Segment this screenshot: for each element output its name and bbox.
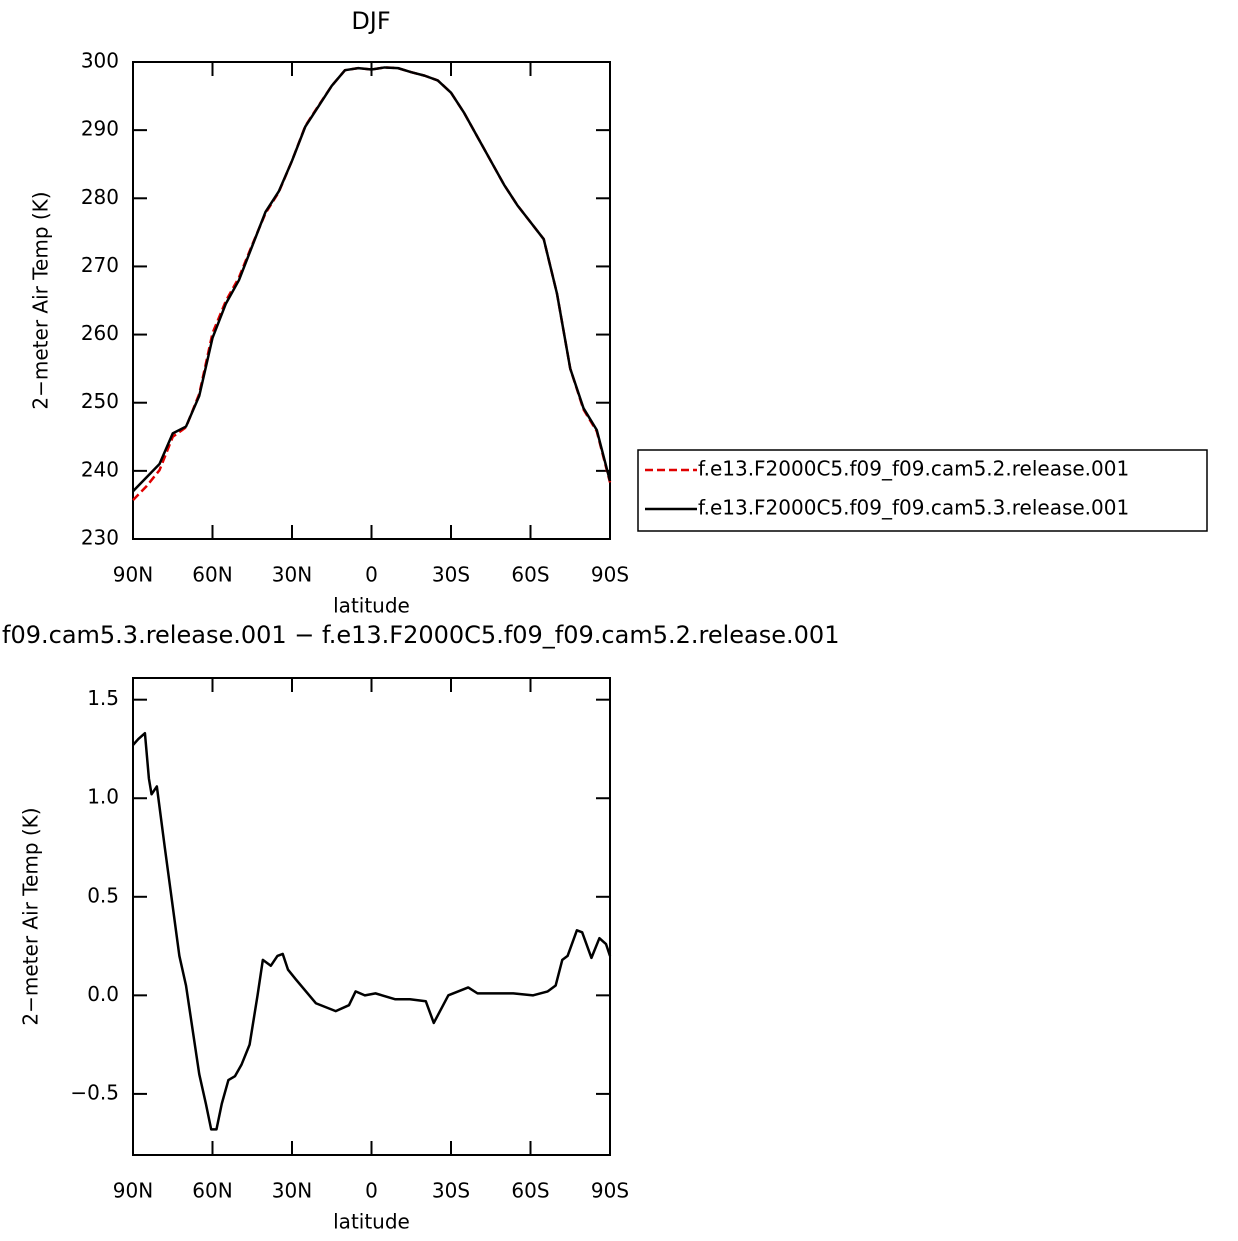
x-tick-label: 30S bbox=[432, 563, 470, 587]
y-tick-label: 230 bbox=[81, 526, 119, 550]
y-tick-label: 0.5 bbox=[87, 883, 119, 907]
x-tick-label: 90N bbox=[113, 1179, 153, 1203]
x-tick-label: 0 bbox=[365, 563, 378, 587]
legend-box bbox=[637, 449, 1208, 532]
plot-frame bbox=[132, 677, 611, 1156]
y-tick-label: 0.0 bbox=[87, 982, 119, 1006]
plot-frame bbox=[132, 61, 611, 540]
y-tick-label: 280 bbox=[81, 185, 119, 209]
y-axis-label: 2−meter Air Temp (K) bbox=[29, 191, 53, 409]
x-tick-label: 60S bbox=[511, 1179, 549, 1203]
legend-label: f.e13.F2000C5.f09_f09.cam5.2.release.001 bbox=[698, 457, 1129, 481]
x-tick-label: 30S bbox=[432, 1179, 470, 1203]
x-tick-label: 60S bbox=[511, 563, 549, 587]
data-line bbox=[132, 731, 612, 1131]
y-tick-label: 260 bbox=[81, 321, 119, 345]
x-tick-label: 30N bbox=[272, 563, 312, 587]
x-tick-label: 60N bbox=[192, 1179, 232, 1203]
y-tick-label: 300 bbox=[81, 49, 119, 73]
chart-title: DJF bbox=[351, 7, 390, 35]
y-tick-label: 1.0 bbox=[87, 785, 119, 809]
y-tick-label: 290 bbox=[81, 117, 119, 141]
x-tick-label: 90S bbox=[591, 1179, 629, 1203]
data-line bbox=[132, 66, 612, 502]
chart-title: f09.cam5.3.release.001 − f.e13.F2000C5.f… bbox=[2, 621, 839, 649]
x-tick-label: 60N bbox=[192, 563, 232, 587]
x-axis-label: latitude bbox=[333, 1210, 410, 1234]
x-tick-label: 90S bbox=[591, 563, 629, 587]
y-tick-label: 250 bbox=[81, 389, 119, 413]
x-axis-label: latitude bbox=[333, 594, 410, 618]
x-tick-label: 0 bbox=[365, 1179, 378, 1203]
y-axis-label: 2−meter Air Temp (K) bbox=[19, 807, 43, 1025]
y-tick-label: −0.5 bbox=[70, 1080, 119, 1104]
x-tick-label: 90N bbox=[113, 563, 153, 587]
x-tick-label: 30N bbox=[272, 1179, 312, 1203]
y-tick-label: 240 bbox=[81, 457, 119, 481]
y-tick-label: 270 bbox=[81, 253, 119, 277]
legend-label: f.e13.F2000C5.f09_f09.cam5.3.release.001 bbox=[698, 496, 1129, 520]
data-line bbox=[132, 66, 612, 493]
y-tick-label: 1.5 bbox=[87, 686, 119, 710]
